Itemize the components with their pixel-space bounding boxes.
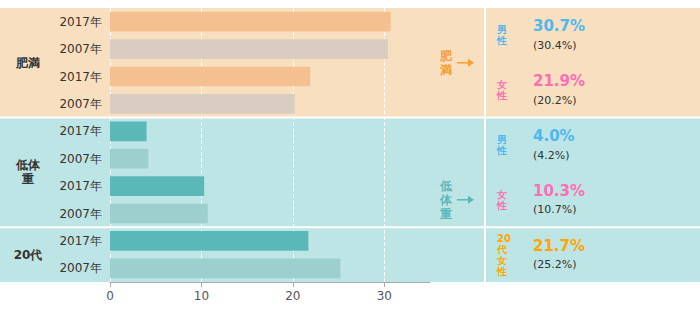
svg-text:性: 性 (496, 35, 507, 46)
svg-text:女: 女 (496, 189, 507, 200)
svg-text:性: 性 (496, 90, 507, 101)
svg-text:低体: 低体 (15, 158, 41, 172)
svg-text:2017年: 2017年 (59, 124, 102, 138)
svg-text:性: 性 (496, 200, 507, 211)
svg-text:代: 代 (496, 244, 507, 255)
svg-text:女: 女 (496, 79, 507, 90)
svg-text:肥満: 肥満 (15, 56, 40, 70)
svg-text:30.7%: 30.7% (533, 17, 585, 35)
svg-text:2007年: 2007年 (59, 97, 102, 111)
svg-text:21.7%: 21.7% (533, 237, 585, 255)
svg-text:20代: 20代 (14, 248, 43, 262)
svg-text:20: 20 (497, 233, 511, 244)
svg-text:10: 10 (194, 289, 209, 303)
svg-text:10.3%: 10.3% (533, 182, 585, 200)
svg-text:肥: 肥 (439, 49, 453, 63)
svg-text:(30.4%): (30.4%) (533, 39, 577, 52)
svg-text:(10.7%): (10.7%) (533, 203, 577, 216)
svg-text:2007年: 2007年 (59, 152, 102, 166)
svg-text:0: 0 (106, 289, 114, 303)
svg-text:20: 20 (285, 289, 300, 303)
svg-text:(20.2%): (20.2%) (533, 94, 577, 107)
svg-text:男: 男 (496, 134, 507, 145)
svg-text:男: 男 (496, 24, 507, 35)
svg-text:女: 女 (496, 255, 507, 266)
svg-text:(4.2%): (4.2%) (533, 149, 570, 162)
svg-text:2017年: 2017年 (59, 15, 102, 29)
svg-text:2007年: 2007年 (59, 261, 102, 275)
svg-text:低: 低 (439, 179, 452, 193)
svg-text:2017年: 2017年 (59, 179, 102, 193)
svg-text:21.9%: 21.9% (533, 72, 585, 90)
svg-text:重: 重 (21, 172, 34, 186)
svg-text:2007年: 2007年 (59, 42, 102, 56)
svg-text:2017年: 2017年 (59, 70, 102, 84)
svg-text:4.0%: 4.0% (533, 127, 575, 145)
svg-text:2017年: 2017年 (59, 234, 102, 248)
svg-text:30: 30 (377, 289, 392, 303)
svg-text:2007年: 2007年 (59, 207, 102, 221)
svg-text:重: 重 (439, 207, 452, 221)
svg-text:体: 体 (439, 193, 453, 207)
svg-text:性: 性 (496, 266, 507, 277)
svg-text:(25.2%): (25.2%) (533, 258, 577, 271)
svg-text:満: 満 (439, 63, 452, 77)
svg-text:性: 性 (496, 145, 507, 156)
